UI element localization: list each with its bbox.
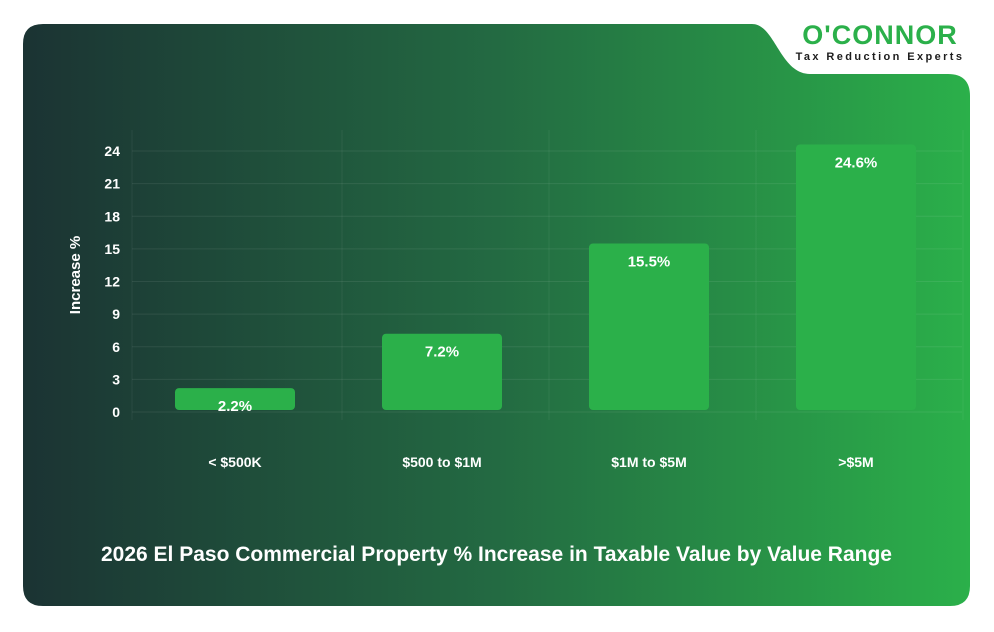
bar bbox=[589, 243, 709, 410]
x-tick-label: $1M to $5M bbox=[611, 454, 686, 470]
data-label: 7.2% bbox=[425, 344, 459, 361]
y-tick-label: 21 bbox=[104, 176, 120, 192]
data-label: 15.5% bbox=[628, 253, 671, 270]
y-tick-label: 3 bbox=[112, 371, 120, 387]
y-axis-label: Increase % bbox=[67, 236, 84, 314]
brand-name: O'CONNOR bbox=[802, 20, 958, 50]
y-tick-label: 6 bbox=[112, 339, 120, 355]
bar bbox=[796, 144, 916, 410]
bar bbox=[382, 333, 502, 410]
y-tick-label: 18 bbox=[104, 208, 120, 224]
data-label: 2.2% bbox=[218, 398, 252, 415]
y-tick-label: 0 bbox=[112, 404, 120, 420]
data-label: 24.6% bbox=[835, 154, 878, 171]
y-tick-label: 15 bbox=[104, 241, 120, 257]
y-tick-label: 24 bbox=[104, 143, 120, 159]
y-tick-label: 12 bbox=[104, 274, 120, 290]
bar bbox=[175, 388, 295, 410]
y-tick-label: 9 bbox=[112, 306, 120, 322]
brand-logo: O'CONNOR Tax Reduction Experts bbox=[790, 20, 970, 64]
x-tick-label: >$5M bbox=[838, 454, 873, 470]
chart-title: 2026 El Paso Commercial Property % Incre… bbox=[101, 543, 892, 566]
x-tick-label: < $500K bbox=[208, 454, 261, 470]
x-tick-label: $500 to $1M bbox=[402, 454, 481, 470]
brand-tagline: Tax Reduction Experts bbox=[795, 51, 965, 63]
